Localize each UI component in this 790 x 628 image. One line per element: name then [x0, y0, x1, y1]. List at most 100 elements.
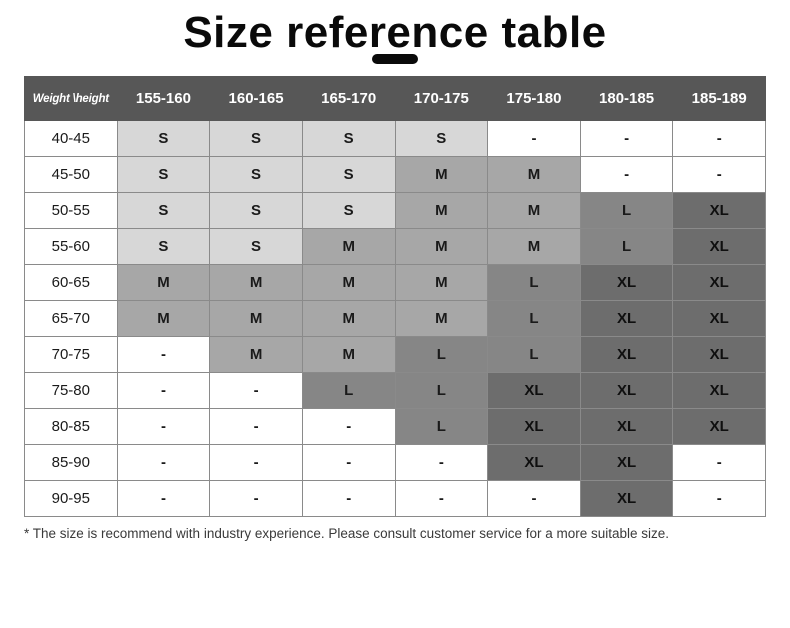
column-header: 155-160: [117, 77, 210, 121]
size-cell: XL: [488, 445, 581, 481]
column-header: 175-180: [488, 77, 581, 121]
row-label: 55-60: [25, 229, 118, 265]
table-row: 65-70MMMMLXLXL: [25, 301, 766, 337]
size-cell: -: [488, 481, 581, 517]
column-header: 170-175: [395, 77, 488, 121]
size-cell: S: [210, 121, 303, 157]
page-title: Size reference table: [24, 8, 766, 58]
table-row: 75-80--LLXLXLXL: [25, 373, 766, 409]
size-cell: XL: [580, 445, 673, 481]
corner-label: Weight \height: [25, 77, 118, 121]
size-cell: M: [210, 265, 303, 301]
size-cell: XL: [673, 409, 766, 445]
size-cell: M: [302, 229, 395, 265]
size-cell: S: [302, 121, 395, 157]
size-cell: XL: [580, 265, 673, 301]
size-cell: S: [302, 193, 395, 229]
size-cell: XL: [673, 373, 766, 409]
size-cell: M: [302, 301, 395, 337]
row-label: 45-50: [25, 157, 118, 193]
size-table: Weight \height155-160160-165165-170170-1…: [24, 76, 766, 517]
table-row: 60-65MMMMLXLXL: [25, 265, 766, 301]
row-label: 75-80: [25, 373, 118, 409]
size-cell: L: [395, 373, 488, 409]
size-cell: M: [488, 229, 581, 265]
table-row: 90-95-----XL-: [25, 481, 766, 517]
size-cell: M: [395, 265, 488, 301]
size-cell: XL: [673, 229, 766, 265]
size-cell: XL: [488, 409, 581, 445]
size-cell: XL: [673, 337, 766, 373]
table-row: 50-55SSSMMLXL: [25, 193, 766, 229]
size-cell: XL: [580, 409, 673, 445]
size-cell: S: [117, 121, 210, 157]
size-cell: L: [488, 301, 581, 337]
size-cell: L: [488, 337, 581, 373]
row-label: 60-65: [25, 265, 118, 301]
size-cell: L: [302, 373, 395, 409]
size-cell: M: [488, 157, 581, 193]
size-cell: -: [673, 445, 766, 481]
size-cell: -: [117, 445, 210, 481]
size-cell: -: [117, 409, 210, 445]
row-label: 90-95: [25, 481, 118, 517]
size-cell: -: [302, 481, 395, 517]
size-cell: -: [210, 445, 303, 481]
size-cell: M: [395, 229, 488, 265]
column-header: 160-165: [210, 77, 303, 121]
column-header: 180-185: [580, 77, 673, 121]
size-cell: M: [302, 337, 395, 373]
row-label: 80-85: [25, 409, 118, 445]
size-cell: -: [117, 481, 210, 517]
footnote-text: * The size is recommend with industry ex…: [24, 525, 766, 543]
size-cell: -: [580, 157, 673, 193]
size-cell: S: [210, 229, 303, 265]
size-cell: XL: [673, 265, 766, 301]
size-cell: XL: [488, 373, 581, 409]
size-cell: -: [395, 445, 488, 481]
size-cell: S: [117, 157, 210, 193]
size-cell: XL: [580, 301, 673, 337]
size-cell: M: [117, 265, 210, 301]
row-label: 65-70: [25, 301, 118, 337]
size-cell: -: [302, 445, 395, 481]
table-row: 85-90----XLXL-: [25, 445, 766, 481]
table-row: 40-45SSSS---: [25, 121, 766, 157]
size-cell: -: [673, 121, 766, 157]
size-cell: -: [580, 121, 673, 157]
size-cell: M: [395, 193, 488, 229]
size-cell: L: [580, 229, 673, 265]
size-cell: L: [580, 193, 673, 229]
size-cell: -: [210, 481, 303, 517]
size-cell: L: [395, 337, 488, 373]
table-row: 45-50SSSMM--: [25, 157, 766, 193]
table-header: Weight \height155-160160-165165-170170-1…: [25, 77, 766, 121]
size-cell: -: [673, 481, 766, 517]
size-cell: -: [302, 409, 395, 445]
column-header: 165-170: [302, 77, 395, 121]
size-cell: -: [673, 157, 766, 193]
size-cell: XL: [673, 301, 766, 337]
row-label: 70-75: [25, 337, 118, 373]
size-cell: S: [395, 121, 488, 157]
size-cell: M: [488, 193, 581, 229]
table-body: 40-45SSSS---45-50SSSMM--50-55SSSMMLXL55-…: [25, 121, 766, 517]
size-cell: -: [210, 373, 303, 409]
size-cell: XL: [580, 337, 673, 373]
row-label: 40-45: [25, 121, 118, 157]
size-cell: M: [395, 301, 488, 337]
size-cell: XL: [673, 193, 766, 229]
size-cell: -: [395, 481, 488, 517]
size-cell: XL: [580, 373, 673, 409]
row-label: 50-55: [25, 193, 118, 229]
page-container: Size reference table Weight \height155-1…: [0, 0, 790, 553]
size-cell: -: [488, 121, 581, 157]
size-cell: -: [117, 373, 210, 409]
table-row: 70-75-MMLLXLXL: [25, 337, 766, 373]
size-cell: M: [302, 265, 395, 301]
size-cell: S: [117, 193, 210, 229]
row-label: 85-90: [25, 445, 118, 481]
size-cell: M: [117, 301, 210, 337]
size-cell: M: [395, 157, 488, 193]
table-row: 55-60SSMMMLXL: [25, 229, 766, 265]
